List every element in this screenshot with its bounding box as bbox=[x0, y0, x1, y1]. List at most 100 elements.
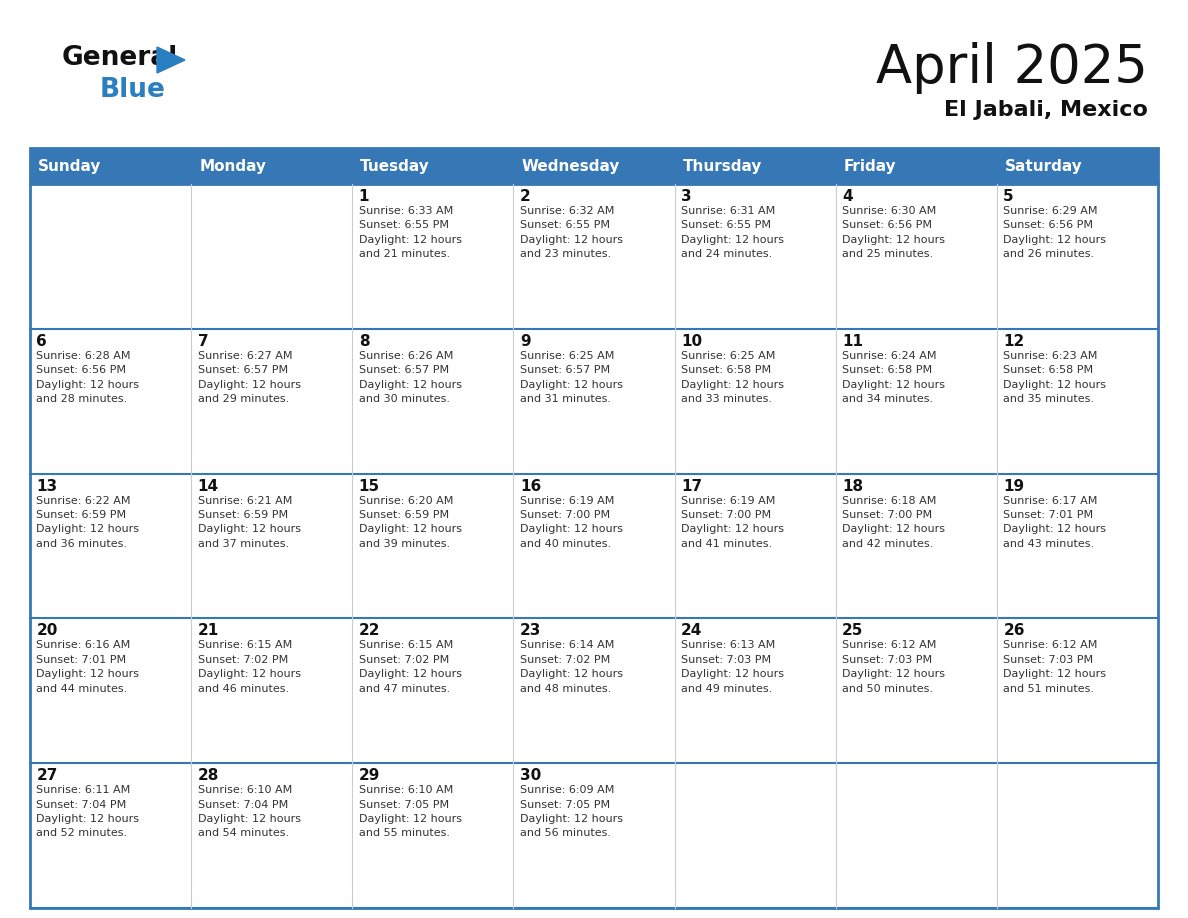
Bar bbox=[30, 474, 191, 619]
Text: 10: 10 bbox=[681, 334, 702, 349]
Text: Sunrise: 6:15 AM
Sunset: 7:02 PM
Daylight: 12 hours
and 47 minutes.: Sunrise: 6:15 AM Sunset: 7:02 PM Dayligh… bbox=[359, 641, 462, 694]
Text: 24: 24 bbox=[681, 623, 702, 638]
Text: 12: 12 bbox=[1004, 334, 1024, 349]
Text: Tuesday: Tuesday bbox=[360, 159, 430, 174]
Bar bbox=[30, 184, 191, 329]
Text: Sunrise: 6:29 AM
Sunset: 6:56 PM
Daylight: 12 hours
and 26 minutes.: Sunrise: 6:29 AM Sunset: 6:56 PM Dayligh… bbox=[1004, 206, 1106, 259]
Bar bbox=[997, 184, 1158, 329]
Bar bbox=[513, 329, 675, 474]
Text: El Jabali, Mexico: El Jabali, Mexico bbox=[944, 100, 1148, 120]
Text: April 2025: April 2025 bbox=[876, 42, 1148, 94]
Text: Sunrise: 6:10 AM
Sunset: 7:04 PM
Daylight: 12 hours
and 54 minutes.: Sunrise: 6:10 AM Sunset: 7:04 PM Dayligh… bbox=[197, 785, 301, 838]
Text: Sunrise: 6:24 AM
Sunset: 6:58 PM
Daylight: 12 hours
and 34 minutes.: Sunrise: 6:24 AM Sunset: 6:58 PM Dayligh… bbox=[842, 351, 946, 404]
Text: Saturday: Saturday bbox=[1005, 159, 1082, 174]
Text: 8: 8 bbox=[359, 334, 369, 349]
Text: Friday: Friday bbox=[843, 159, 897, 174]
Text: Blue: Blue bbox=[100, 77, 166, 103]
Text: 14: 14 bbox=[197, 478, 219, 494]
Bar bbox=[835, 474, 997, 619]
Text: Sunrise: 6:25 AM
Sunset: 6:57 PM
Daylight: 12 hours
and 31 minutes.: Sunrise: 6:25 AM Sunset: 6:57 PM Dayligh… bbox=[520, 351, 623, 404]
Bar bbox=[835, 184, 997, 329]
Text: 4: 4 bbox=[842, 189, 853, 204]
Text: Sunrise: 6:30 AM
Sunset: 6:56 PM
Daylight: 12 hours
and 25 minutes.: Sunrise: 6:30 AM Sunset: 6:56 PM Dayligh… bbox=[842, 206, 946, 259]
Text: General: General bbox=[62, 45, 178, 71]
Bar bbox=[997, 329, 1158, 474]
Text: Sunrise: 6:31 AM
Sunset: 6:55 PM
Daylight: 12 hours
and 24 minutes.: Sunrise: 6:31 AM Sunset: 6:55 PM Dayligh… bbox=[681, 206, 784, 259]
Text: Sunrise: 6:25 AM
Sunset: 6:58 PM
Daylight: 12 hours
and 33 minutes.: Sunrise: 6:25 AM Sunset: 6:58 PM Dayligh… bbox=[681, 351, 784, 404]
Bar bbox=[675, 474, 835, 619]
Text: 27: 27 bbox=[37, 768, 58, 783]
Text: 15: 15 bbox=[359, 478, 380, 494]
Text: Sunrise: 6:33 AM
Sunset: 6:55 PM
Daylight: 12 hours
and 21 minutes.: Sunrise: 6:33 AM Sunset: 6:55 PM Dayligh… bbox=[359, 206, 462, 259]
Text: Sunrise: 6:26 AM
Sunset: 6:57 PM
Daylight: 12 hours
and 30 minutes.: Sunrise: 6:26 AM Sunset: 6:57 PM Dayligh… bbox=[359, 351, 462, 404]
Bar bbox=[353, 329, 513, 474]
Bar bbox=[191, 474, 353, 619]
Text: Sunrise: 6:32 AM
Sunset: 6:55 PM
Daylight: 12 hours
and 23 minutes.: Sunrise: 6:32 AM Sunset: 6:55 PM Dayligh… bbox=[520, 206, 623, 259]
Bar bbox=[675, 619, 835, 763]
Bar bbox=[835, 329, 997, 474]
Text: 29: 29 bbox=[359, 768, 380, 783]
Bar bbox=[675, 763, 835, 908]
Bar bbox=[997, 148, 1158, 184]
Text: 26: 26 bbox=[1004, 623, 1025, 638]
Text: Sunrise: 6:12 AM
Sunset: 7:03 PM
Daylight: 12 hours
and 51 minutes.: Sunrise: 6:12 AM Sunset: 7:03 PM Dayligh… bbox=[1004, 641, 1106, 694]
Bar bbox=[353, 148, 513, 184]
Text: 16: 16 bbox=[520, 478, 541, 494]
Bar bbox=[191, 619, 353, 763]
Text: Sunrise: 6:28 AM
Sunset: 6:56 PM
Daylight: 12 hours
and 28 minutes.: Sunrise: 6:28 AM Sunset: 6:56 PM Dayligh… bbox=[37, 351, 139, 404]
Bar bbox=[513, 763, 675, 908]
Text: Sunrise: 6:12 AM
Sunset: 7:03 PM
Daylight: 12 hours
and 50 minutes.: Sunrise: 6:12 AM Sunset: 7:03 PM Dayligh… bbox=[842, 641, 946, 694]
Text: 18: 18 bbox=[842, 478, 864, 494]
Text: Wednesday: Wednesday bbox=[522, 159, 620, 174]
Text: Sunrise: 6:14 AM
Sunset: 7:02 PM
Daylight: 12 hours
and 48 minutes.: Sunrise: 6:14 AM Sunset: 7:02 PM Dayligh… bbox=[520, 641, 623, 694]
Text: Monday: Monday bbox=[200, 159, 266, 174]
Text: 7: 7 bbox=[197, 334, 208, 349]
Bar bbox=[353, 763, 513, 908]
Bar bbox=[353, 474, 513, 619]
Bar bbox=[675, 184, 835, 329]
Bar bbox=[191, 184, 353, 329]
Text: 25: 25 bbox=[842, 623, 864, 638]
Bar bbox=[513, 619, 675, 763]
Text: 17: 17 bbox=[681, 478, 702, 494]
Text: Sunrise: 6:09 AM
Sunset: 7:05 PM
Daylight: 12 hours
and 56 minutes.: Sunrise: 6:09 AM Sunset: 7:05 PM Dayligh… bbox=[520, 785, 623, 838]
Bar bbox=[30, 148, 1158, 908]
Bar bbox=[30, 148, 191, 184]
Text: Sunday: Sunday bbox=[38, 159, 101, 174]
Bar bbox=[835, 619, 997, 763]
Text: Sunrise: 6:20 AM
Sunset: 6:59 PM
Daylight: 12 hours
and 39 minutes.: Sunrise: 6:20 AM Sunset: 6:59 PM Dayligh… bbox=[359, 496, 462, 549]
Text: 1: 1 bbox=[359, 189, 369, 204]
Bar bbox=[513, 184, 675, 329]
Text: 3: 3 bbox=[681, 189, 691, 204]
Bar bbox=[30, 619, 191, 763]
Bar bbox=[353, 619, 513, 763]
Text: 13: 13 bbox=[37, 478, 57, 494]
Bar bbox=[675, 148, 835, 184]
Bar bbox=[191, 148, 353, 184]
Text: 21: 21 bbox=[197, 623, 219, 638]
Bar bbox=[513, 474, 675, 619]
Text: Sunrise: 6:22 AM
Sunset: 6:59 PM
Daylight: 12 hours
and 36 minutes.: Sunrise: 6:22 AM Sunset: 6:59 PM Dayligh… bbox=[37, 496, 139, 549]
Text: Sunrise: 6:19 AM
Sunset: 7:00 PM
Daylight: 12 hours
and 40 minutes.: Sunrise: 6:19 AM Sunset: 7:00 PM Dayligh… bbox=[520, 496, 623, 549]
Bar bbox=[835, 148, 997, 184]
Text: 11: 11 bbox=[842, 334, 864, 349]
Text: Sunrise: 6:16 AM
Sunset: 7:01 PM
Daylight: 12 hours
and 44 minutes.: Sunrise: 6:16 AM Sunset: 7:01 PM Dayligh… bbox=[37, 641, 139, 694]
Bar bbox=[513, 148, 675, 184]
Text: 28: 28 bbox=[197, 768, 219, 783]
Text: 6: 6 bbox=[37, 334, 48, 349]
Text: Sunrise: 6:13 AM
Sunset: 7:03 PM
Daylight: 12 hours
and 49 minutes.: Sunrise: 6:13 AM Sunset: 7:03 PM Dayligh… bbox=[681, 641, 784, 694]
Bar bbox=[675, 329, 835, 474]
Text: 23: 23 bbox=[520, 623, 542, 638]
Text: 2: 2 bbox=[520, 189, 531, 204]
Text: 30: 30 bbox=[520, 768, 541, 783]
Text: 9: 9 bbox=[520, 334, 531, 349]
Text: Thursday: Thursday bbox=[683, 159, 762, 174]
Text: 5: 5 bbox=[1004, 189, 1013, 204]
Text: Sunrise: 6:10 AM
Sunset: 7:05 PM
Daylight: 12 hours
and 55 minutes.: Sunrise: 6:10 AM Sunset: 7:05 PM Dayligh… bbox=[359, 785, 462, 838]
Bar bbox=[30, 329, 191, 474]
Text: Sunrise: 6:23 AM
Sunset: 6:58 PM
Daylight: 12 hours
and 35 minutes.: Sunrise: 6:23 AM Sunset: 6:58 PM Dayligh… bbox=[1004, 351, 1106, 404]
Bar bbox=[997, 619, 1158, 763]
Text: Sunrise: 6:17 AM
Sunset: 7:01 PM
Daylight: 12 hours
and 43 minutes.: Sunrise: 6:17 AM Sunset: 7:01 PM Dayligh… bbox=[1004, 496, 1106, 549]
Text: Sunrise: 6:27 AM
Sunset: 6:57 PM
Daylight: 12 hours
and 29 minutes.: Sunrise: 6:27 AM Sunset: 6:57 PM Dayligh… bbox=[197, 351, 301, 404]
Text: 19: 19 bbox=[1004, 478, 1024, 494]
